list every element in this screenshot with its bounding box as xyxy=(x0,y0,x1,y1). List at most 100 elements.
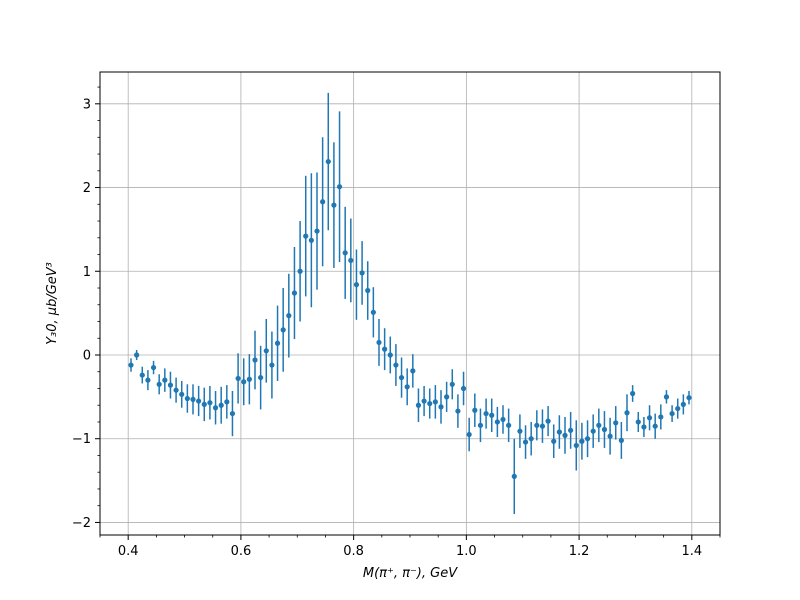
data-point xyxy=(387,352,393,358)
x-tick-label: 1.4 xyxy=(681,544,702,559)
data-point xyxy=(286,313,292,319)
data-point xyxy=(635,419,641,425)
data-point xyxy=(365,287,371,294)
data-point xyxy=(134,352,140,358)
data-point xyxy=(477,422,484,428)
data-point xyxy=(190,396,196,402)
data-point xyxy=(489,412,495,418)
data-point xyxy=(274,340,281,346)
data-point xyxy=(669,410,675,417)
data-point xyxy=(601,426,608,433)
data-point xyxy=(472,407,478,413)
data-point xyxy=(410,368,416,374)
data-point xyxy=(584,436,591,442)
data-point xyxy=(173,387,179,393)
data-point xyxy=(449,381,455,387)
plot-frame xyxy=(99,71,721,536)
data-point xyxy=(342,250,348,256)
data-point xyxy=(494,419,500,425)
data-point xyxy=(415,402,422,408)
data-point xyxy=(196,398,202,404)
data-point xyxy=(218,402,224,408)
data-series xyxy=(128,92,692,515)
data-point xyxy=(314,228,320,234)
data-point xyxy=(179,391,185,397)
data-point xyxy=(421,398,427,404)
data-point xyxy=(320,199,326,205)
x-tick-label: 1.0 xyxy=(456,544,477,559)
data-point xyxy=(652,423,658,429)
data-point xyxy=(246,376,252,382)
data-point xyxy=(235,375,241,382)
x-tick-label: 0.6 xyxy=(231,544,252,559)
y-tick-label: −2 xyxy=(72,516,91,531)
data-point xyxy=(353,282,360,288)
data-point xyxy=(162,377,168,383)
data-point xyxy=(156,381,162,387)
data-point xyxy=(139,372,145,378)
data-point xyxy=(511,473,517,479)
data-point xyxy=(393,362,399,368)
data-point xyxy=(500,416,506,423)
data-point xyxy=(241,379,247,385)
data-point xyxy=(534,422,540,428)
x-tick-label: 0.4 xyxy=(118,544,139,559)
data-point xyxy=(229,410,236,417)
data-point xyxy=(663,394,670,400)
data-point xyxy=(506,422,512,428)
data-point xyxy=(641,424,647,430)
data-point xyxy=(207,400,213,406)
data-point xyxy=(398,374,405,381)
data-point xyxy=(150,364,157,371)
y-tick-label: 3 xyxy=(83,97,91,112)
data-point xyxy=(376,339,382,346)
data-point xyxy=(568,427,574,433)
x-tick-label: 1.2 xyxy=(569,544,590,559)
data-point xyxy=(522,439,529,445)
data-point xyxy=(184,395,190,402)
data-point xyxy=(556,429,562,435)
data-point xyxy=(370,309,376,315)
data-point xyxy=(432,399,438,405)
y-axis-label: Y₃0, μb/GeV³ xyxy=(45,262,60,345)
data-point xyxy=(438,404,444,410)
data-point xyxy=(303,233,309,239)
data-point xyxy=(686,395,692,401)
data-point xyxy=(444,394,450,400)
data-point xyxy=(545,418,551,424)
data-point xyxy=(280,327,286,333)
data-point xyxy=(252,357,258,363)
data-point xyxy=(646,415,653,421)
data-point xyxy=(466,431,472,438)
data-point xyxy=(331,202,337,208)
data-point xyxy=(308,237,314,243)
y-tick-label: 2 xyxy=(83,181,91,196)
data-point xyxy=(263,348,269,354)
data-point xyxy=(224,399,230,405)
data-point xyxy=(167,382,174,388)
y-tick-label: 0 xyxy=(83,348,91,363)
data-point xyxy=(359,270,365,276)
x-axis-label: M(π⁺, π⁻), GeV xyxy=(363,566,458,581)
data-point xyxy=(630,390,636,397)
data-point xyxy=(483,410,489,417)
data-point xyxy=(145,377,151,383)
data-point xyxy=(297,268,303,274)
data-point xyxy=(618,437,624,443)
axis-ticks: 0.4 0.6 0.8 1.0 1.2 1.4 −2 −1 0 1 2 3 xyxy=(72,86,721,559)
data-point xyxy=(212,405,219,411)
data-point xyxy=(551,438,557,444)
data-point xyxy=(517,428,523,434)
y-tick-label: −1 xyxy=(72,432,91,447)
data-point xyxy=(675,405,681,412)
data-point xyxy=(291,290,298,296)
data-point xyxy=(680,401,686,407)
data-point xyxy=(201,401,207,407)
data-point xyxy=(562,432,568,438)
x-tick-label: 0.8 xyxy=(343,544,364,559)
data-point xyxy=(528,436,534,442)
data-point xyxy=(427,400,433,407)
data-point xyxy=(348,257,354,263)
data-point xyxy=(382,346,388,352)
